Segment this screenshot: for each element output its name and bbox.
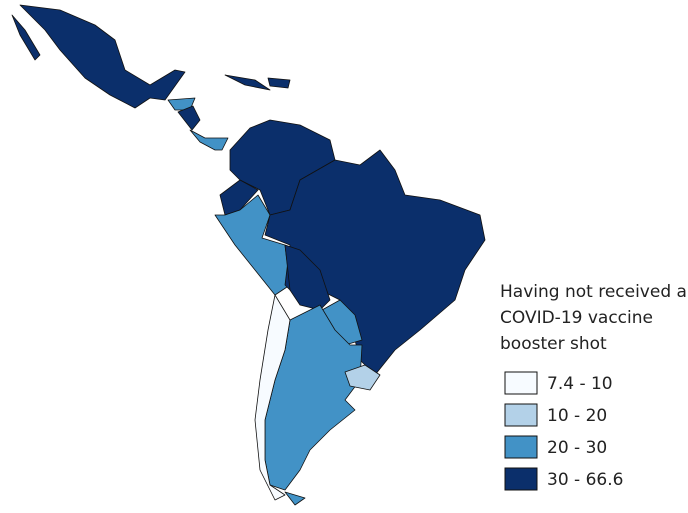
legend-label: 10 - 20 [547,406,607,426]
legend-title: COVID-19 vaccine [500,308,653,328]
tierra-del-fuego [284,491,306,506]
nicaragua [177,105,201,131]
mexico [19,4,186,109]
bolivia [284,244,331,311]
cuba [224,74,271,91]
uruguay [344,364,381,391]
legend-swatch [504,371,538,395]
legend-swatch [504,435,538,459]
ecuador [219,179,259,216]
legend-title: booster shot [500,334,607,354]
legend-label: 20 - 30 [547,438,607,458]
baja-california [11,14,41,61]
legend-label: 30 - 66.6 [547,470,623,490]
legend-label: 7.4 - 10 [547,374,613,394]
legend: Having not received a COVID-19 vaccine boo… [500,282,687,491]
costa-rica-panama [189,129,229,151]
legend-swatch [504,403,538,427]
chile [254,294,291,501]
countries [11,4,486,506]
brazil [264,149,486,376]
peru [214,194,291,296]
legend-title: Having not received a [500,282,687,302]
legend-swatch [504,467,538,491]
hispaniola [267,77,291,89]
